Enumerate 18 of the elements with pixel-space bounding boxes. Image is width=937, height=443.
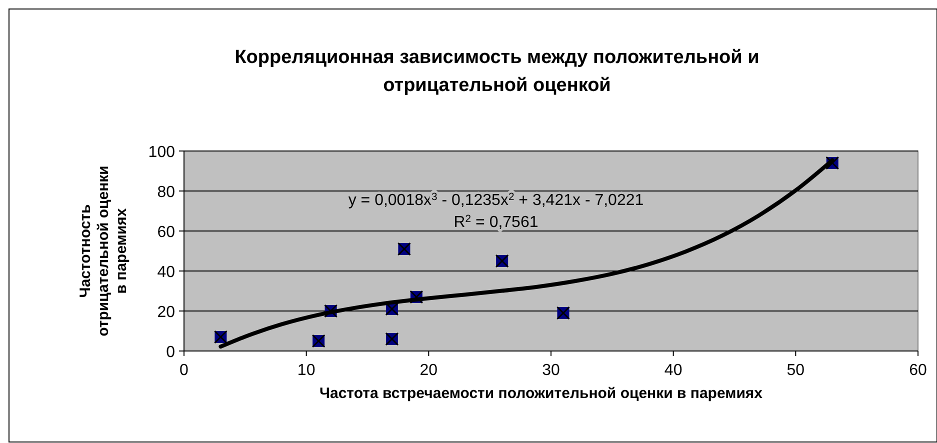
x-tick-label: 20 — [420, 362, 438, 379]
x-axis-title: Частота встречаемости положительной оценки в паремиях — [319, 385, 764, 402]
x-tick-label: 60 — [909, 362, 927, 379]
annotation: R$^{2}$ = 0,7561 — [454, 214, 538, 231]
x-tick-label: 40 — [664, 362, 682, 379]
x-tick-label: 10 — [297, 362, 316, 379]
x-tick-label: 50 — [786, 362, 805, 379]
y-tick-label: 80 — [157, 184, 176, 201]
y-tick-label: 20 — [157, 304, 176, 321]
y-tick-label: 100 — [148, 144, 176, 161]
x-tick-label: 30 — [542, 362, 560, 379]
x-tick-label: 0 — [180, 362, 189, 379]
y-tick-label: 40 — [157, 264, 176, 281]
chart-title: Корреляционная зависимость между положительной и отрицательной оценкой — [234, 47, 760, 96]
y-tick-label: 60 — [157, 224, 176, 241]
y-tick-label: 0 — [166, 344, 176, 361]
annotation: y = 0,0018x$^{3}$ - 0,1235x$^{2}$ + 3,421x - 7,0221 — [348, 192, 644, 209]
y-axis-title: Частотность отрицательной оценки в паремиях — [77, 166, 130, 336]
